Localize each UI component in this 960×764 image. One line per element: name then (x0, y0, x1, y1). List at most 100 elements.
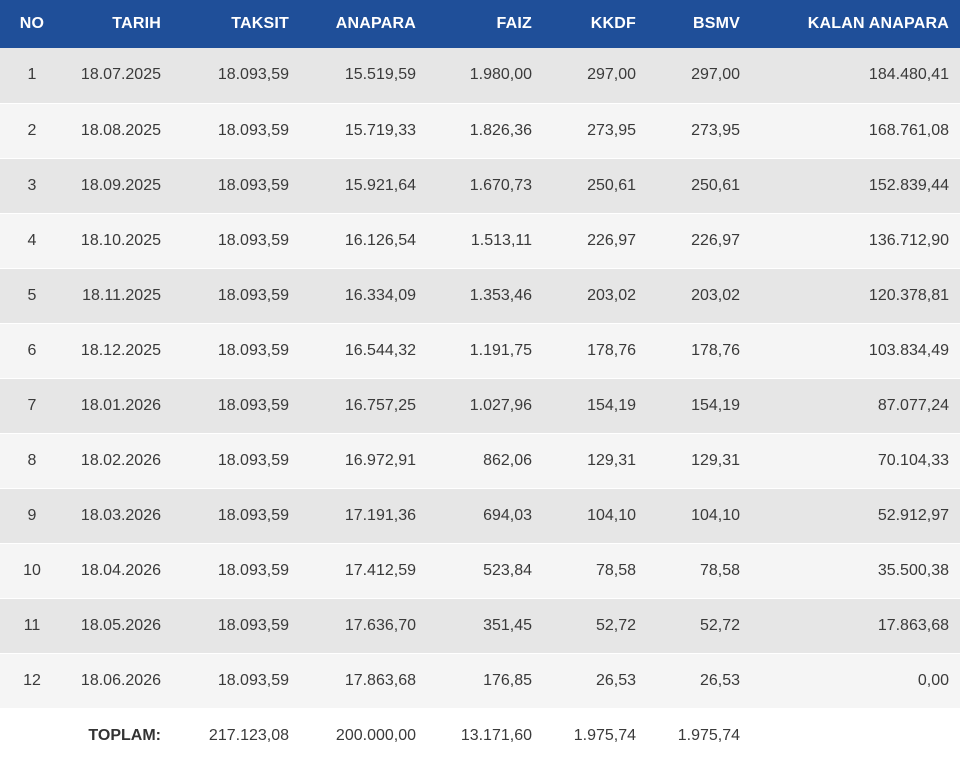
cell-taksit: 18.093,59 (172, 158, 300, 214)
cell-kalan-anapara: 0,00 (751, 653, 960, 709)
header-no: NO (19, 15, 45, 32)
cell-tarih: 18.03.2026 (64, 488, 172, 544)
cell-tarih: 18.04.2026 (64, 543, 172, 599)
header-taksit: TAKSIT (231, 15, 289, 32)
cell-bsmv: 104,10 (647, 488, 751, 544)
cell-taksit: 18.093,59 (172, 433, 300, 489)
cell-tarih: 18.12.2025 (64, 323, 172, 379)
cell-taksit: 18.093,59 (172, 598, 300, 654)
totals-kkdf: 1.975,74 (573, 727, 636, 745)
cell-anapara: 16.757,25 (300, 378, 427, 434)
table-row: 7 18.01.2026 18.093,59 16.757,25 1.027,96 154… (0, 378, 960, 434)
cell-kkdf: 297,00 (543, 48, 647, 104)
totals-label: TOPLAM: (88, 727, 161, 745)
cell-faiz: 1.191,75 (427, 323, 543, 379)
cell-kkdf: 78,58 (543, 543, 647, 599)
cell-kkdf: 178,76 (543, 323, 647, 379)
cell-bsmv: 26,53 (647, 653, 751, 709)
cell-faiz: 1.353,46 (427, 268, 543, 324)
header-kalan-anapara: KALAN ANAPARA (807, 15, 949, 32)
cell-tarih: 18.11.2025 (64, 268, 172, 324)
cell-taksit: 18.093,59 (172, 213, 300, 269)
cell-faiz: 1.826,36 (427, 103, 543, 159)
totals-spacer (0, 708, 64, 764)
cell-anapara: 16.544,32 (300, 323, 427, 379)
totals-taksit: 217.123,08 (208, 727, 289, 745)
cell-kalan-anapara: 87.077,24 (751, 378, 960, 434)
cell-faiz: 176,85 (427, 653, 543, 709)
cell-taksit: 18.093,59 (172, 653, 300, 709)
cell-tarih: 18.10.2025 (64, 213, 172, 269)
cell-taksit: 18.093,59 (172, 488, 300, 544)
cell-tarih: 18.09.2025 (64, 158, 172, 214)
table-row: 10 18.04.2026 18.093,59 17.412,59 523,84 78,5… (0, 543, 960, 599)
cell-kkdf: 154,19 (543, 378, 647, 434)
cell-taksit: 18.093,59 (172, 48, 300, 104)
cell-bsmv: 52,72 (647, 598, 751, 654)
cell-anapara: 16.334,09 (300, 268, 427, 324)
cell-kalan-anapara: 184.480,41 (751, 48, 960, 104)
cell-no: 4 (0, 213, 64, 269)
table-row: 5 18.11.2025 18.093,59 16.334,09 1.353,46 203… (0, 268, 960, 324)
totals-bsmv: 1.975,74 (677, 727, 740, 745)
cell-kkdf: 129,31 (543, 433, 647, 489)
cell-faiz: 351,45 (427, 598, 543, 654)
cell-anapara: 16.972,91 (300, 433, 427, 489)
cell-kalan-anapara: 17.863,68 (751, 598, 960, 654)
cell-bsmv: 154,19 (647, 378, 751, 434)
cell-no: 6 (0, 323, 64, 379)
table-footer: TOPLAM: 217.123,08 200.000,00 13.171,60 … (0, 708, 960, 764)
cell-anapara: 15.921,64 (300, 158, 427, 214)
cell-tarih: 18.02.2026 (64, 433, 172, 489)
cell-kkdf: 226,97 (543, 213, 647, 269)
cell-no: 5 (0, 268, 64, 324)
cell-no: 11 (0, 598, 64, 654)
cell-bsmv: 297,00 (647, 48, 751, 104)
cell-bsmv: 129,31 (647, 433, 751, 489)
cell-no: 10 (0, 543, 64, 599)
cell-bsmv: 273,95 (647, 103, 751, 159)
table-row: 8 18.02.2026 18.093,59 16.972,91 862,06 129,3… (0, 433, 960, 489)
cell-kkdf: 104,10 (543, 488, 647, 544)
cell-bsmv: 203,02 (647, 268, 751, 324)
table-row: 9 18.03.2026 18.093,59 17.191,36 694,03 104,1… (0, 488, 960, 544)
cell-kkdf: 250,61 (543, 158, 647, 214)
cell-tarih: 18.08.2025 (64, 103, 172, 159)
cell-anapara: 15.519,59 (300, 48, 427, 104)
cell-kkdf: 203,02 (543, 268, 647, 324)
cell-kkdf: 52,72 (543, 598, 647, 654)
header-bsmv: BSMV (692, 15, 740, 32)
cell-taksit: 18.093,59 (172, 543, 300, 599)
cell-bsmv: 226,97 (647, 213, 751, 269)
cell-kalan-anapara: 120.378,81 (751, 268, 960, 324)
totals-anapara: 200.000,00 (335, 727, 416, 745)
table-header: NO TARIH TAKSIT ANAPARA FAIZ KKDF BSMV K… (0, 0, 960, 48)
cell-faiz: 1.513,11 (427, 213, 543, 269)
cell-kalan-anapara: 70.104,33 (751, 433, 960, 489)
cell-anapara: 17.191,36 (300, 488, 427, 544)
header-kkdf: KKDF (590, 15, 636, 32)
cell-tarih: 18.07.2025 (64, 48, 172, 104)
cell-no: 1 (0, 48, 64, 104)
cell-taksit: 18.093,59 (172, 103, 300, 159)
cell-faiz: 694,03 (427, 488, 543, 544)
cell-taksit: 18.093,59 (172, 378, 300, 434)
cell-kkdf: 26,53 (543, 653, 647, 709)
totals-kalan-empty (751, 708, 960, 764)
table-row: 6 18.12.2025 18.093,59 16.544,32 1.191,75 178… (0, 323, 960, 379)
cell-no: 3 (0, 158, 64, 214)
cell-anapara: 15.719,33 (300, 103, 427, 159)
cell-no: 8 (0, 433, 64, 489)
totals-row: TOPLAM: 217.123,08 200.000,00 13.171,60 … (0, 708, 960, 764)
cell-tarih: 18.01.2026 (64, 378, 172, 434)
cell-taksit: 18.093,59 (172, 323, 300, 379)
cell-kalan-anapara: 103.834,49 (751, 323, 960, 379)
cell-faiz: 523,84 (427, 543, 543, 599)
cell-faiz: 1.027,96 (427, 378, 543, 434)
cell-faiz: 862,06 (427, 433, 543, 489)
table-row: 1 18.07.2025 18.093,59 15.519,59 1.980,00 297… (0, 48, 960, 104)
header-anapara: ANAPARA (335, 15, 416, 32)
cell-kalan-anapara: 35.500,38 (751, 543, 960, 599)
cell-kalan-anapara: 152.839,44 (751, 158, 960, 214)
